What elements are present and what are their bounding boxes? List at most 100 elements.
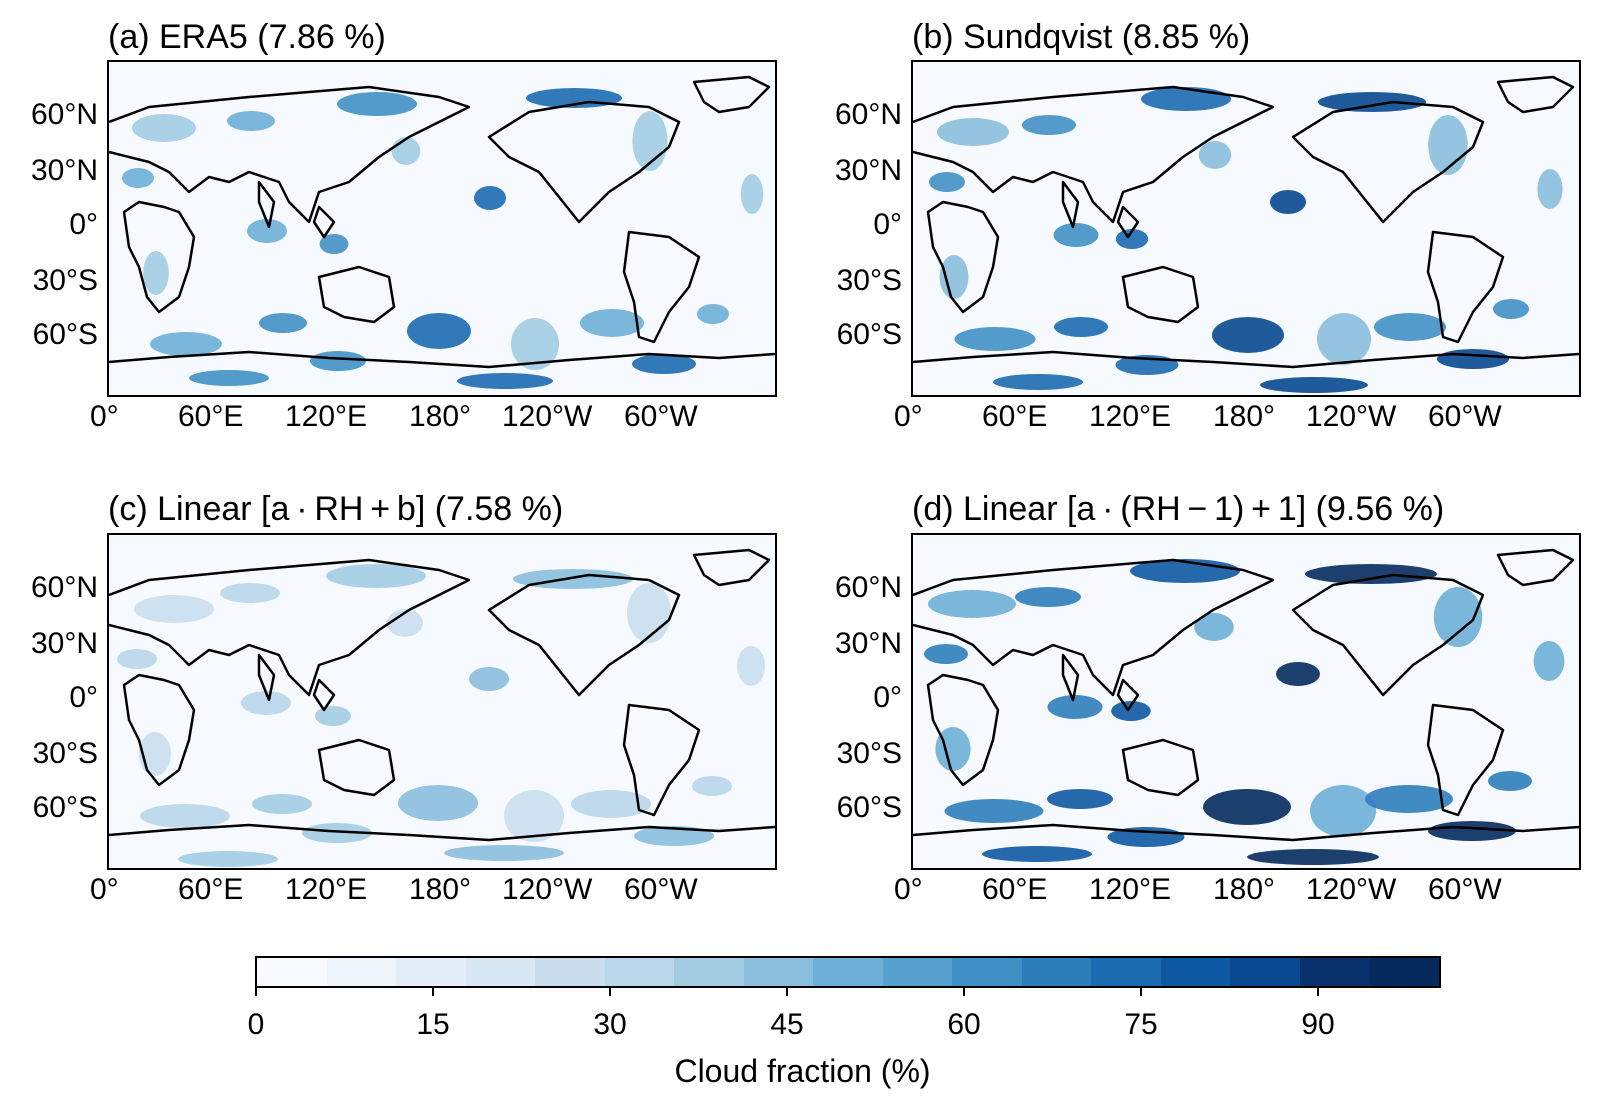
coastline	[692, 75, 771, 114]
panel-title: (c) Linear [a · RH + b] (7.58 %)	[108, 490, 564, 528]
lon-label-180: 180°	[1213, 873, 1276, 906]
cloud-region	[1493, 299, 1529, 319]
lon-label-60w: 60°W	[624, 400, 698, 433]
cloud-region	[122, 168, 154, 188]
colorbar-tick-label: 0	[247, 1008, 265, 1041]
lat-label-60n: 60°N	[834, 571, 902, 604]
coastline	[317, 738, 396, 797]
lat-label-30s: 30°S	[836, 737, 902, 770]
cloud-region	[1365, 785, 1453, 813]
panel-title: (b) Sundqvist (8.85 %)	[912, 18, 1251, 56]
cloud-region	[247, 219, 287, 243]
cloud-region	[692, 776, 732, 796]
cloud-region	[132, 114, 196, 142]
colorbar-swatch	[674, 958, 744, 986]
cloud-region	[337, 92, 417, 116]
coastline	[913, 350, 1579, 369]
cloud-region	[1437, 349, 1509, 369]
lon-label-180: 180°	[409, 873, 472, 906]
cloud-region	[140, 804, 230, 828]
lat-label-equator: 0°	[873, 208, 902, 241]
cloud-region	[1111, 701, 1151, 721]
cloud-region	[1270, 190, 1306, 214]
colorbar-swatch	[257, 958, 327, 986]
cloud-region	[1428, 115, 1468, 175]
lat-label-equator: 0°	[873, 681, 902, 714]
colorbar-swatch	[1299, 958, 1370, 986]
cloud-region	[1317, 313, 1371, 365]
lon-label-120e: 120°E	[1089, 400, 1172, 433]
cloud-region	[511, 318, 559, 370]
lon-label-0: 0°	[894, 400, 923, 433]
cloud-region	[474, 186, 506, 210]
lon-label-60e: 60°E	[982, 400, 1048, 433]
cloud-region	[189, 370, 269, 386]
colorbar-tick-label: 75	[1124, 1008, 1158, 1041]
lon-label-0: 0°	[90, 400, 119, 433]
coastline	[692, 548, 771, 587]
lon-label-0: 0°	[894, 873, 923, 906]
cloud-region	[134, 595, 214, 623]
cloud-fraction-map	[107, 533, 777, 870]
colorbar-tick	[963, 988, 965, 996]
cloud-region	[740, 174, 764, 214]
coastline	[913, 823, 1579, 842]
cloud-fraction-map	[911, 533, 1581, 870]
lon-label-60w: 60°W	[1428, 873, 1502, 906]
lat-label-30n: 30°N	[30, 154, 98, 187]
cloud-region	[398, 785, 478, 821]
panel-title: (d) Linear [a · (RH − 1) + 1] (9.56 %)	[912, 490, 1445, 528]
cloud-region	[1305, 564, 1437, 584]
cloud-region	[982, 846, 1092, 862]
colorbar-tick-label: 15	[416, 1008, 450, 1041]
colorbar-swatch	[326, 958, 397, 986]
colorbar-tick	[609, 988, 611, 996]
lon-label-120w: 120°W	[502, 400, 593, 433]
lat-label-60n: 60°N	[30, 98, 98, 131]
cloud-region	[227, 111, 275, 131]
cloud-fraction-map	[911, 60, 1581, 397]
cloud-region	[444, 845, 564, 861]
colorbar-tick	[1140, 988, 1142, 996]
cloud-region	[326, 564, 426, 588]
lat-label-30s: 30°S	[836, 264, 902, 297]
lat-label-60s: 60°S	[32, 318, 98, 351]
cloud-region	[1203, 789, 1291, 825]
lon-label-0: 0°	[90, 873, 119, 906]
cloud-region	[310, 351, 366, 371]
coastline	[109, 350, 775, 369]
cloud-region	[241, 691, 291, 715]
cloud-region	[387, 609, 423, 637]
cloud-region	[1212, 317, 1284, 353]
lon-label-60e: 60°E	[982, 873, 1048, 906]
coastline	[257, 180, 336, 239]
cloud-region	[1194, 613, 1234, 641]
lat-label-equator: 0°	[69, 681, 98, 714]
cloud-region	[178, 851, 278, 867]
lat-label-equator: 0°	[69, 208, 98, 241]
coastline	[257, 653, 336, 712]
cloud-region	[315, 706, 351, 726]
lat-label-60s: 60°S	[836, 318, 902, 351]
colorbar-swatch	[1369, 958, 1440, 986]
coastline	[913, 558, 1275, 697]
coastline	[1426, 230, 1505, 344]
cloud-region	[504, 790, 564, 842]
coastline	[109, 85, 471, 224]
cloud-region	[1533, 641, 1565, 681]
cloud-region	[1022, 115, 1076, 135]
cloud-region	[302, 823, 372, 843]
lat-label-60s: 60°S	[32, 791, 98, 824]
cloud-region	[1047, 789, 1113, 809]
cloud-region	[1047, 695, 1103, 719]
cloud-region	[1276, 662, 1320, 686]
coastline	[1496, 75, 1575, 114]
cloud-region	[993, 374, 1083, 390]
colorbar-swatch	[465, 958, 536, 986]
colorbar-swatch	[604, 958, 675, 986]
coastline	[1121, 738, 1200, 797]
cloud-region	[937, 118, 1009, 146]
coastline	[122, 673, 196, 787]
lon-label-120w: 120°W	[502, 873, 593, 906]
coastline	[1061, 180, 1140, 239]
